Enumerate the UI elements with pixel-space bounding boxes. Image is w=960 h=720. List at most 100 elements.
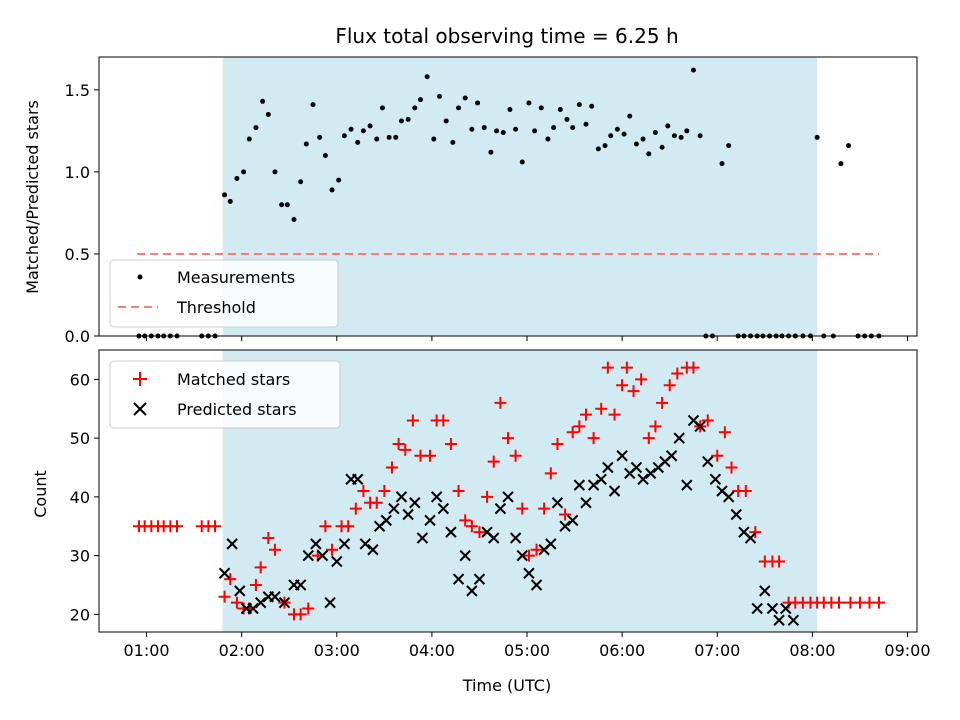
matched-star-point: [230, 596, 243, 609]
bot-y-tick-label: 60: [70, 370, 90, 389]
matched-star-point: [551, 438, 564, 450]
matched-star-point: [406, 414, 419, 427]
measurement-point: [678, 134, 684, 140]
predicted-star-point: [234, 585, 246, 597]
matched-star-point: [209, 520, 222, 533]
matched-star-point: [249, 579, 262, 591]
matched-star-points: [132, 361, 885, 621]
measurement-point: [665, 123, 671, 129]
matched-star-point: [725, 461, 738, 474]
measurement-point: [513, 126, 519, 132]
predicted-star-point: [294, 579, 307, 591]
predicted-star-point: [580, 497, 592, 509]
measurement-point: [538, 105, 544, 111]
predicted-star-point: [637, 473, 649, 485]
top-y-tick-label: 0.5: [65, 245, 90, 264]
matched-star-point: [616, 379, 629, 392]
measurement-point: [507, 107, 513, 113]
measurement-point: [621, 131, 627, 137]
predicted-star-point: [424, 514, 436, 527]
matched-star-point: [538, 502, 551, 515]
matched-star-point: [502, 432, 514, 445]
measurement-point: [234, 175, 240, 181]
measurement-point: [583, 121, 589, 127]
predicted-star-point: [787, 614, 800, 626]
measurement-point: [488, 149, 494, 155]
top-y-tick-label: 1.5: [65, 81, 90, 100]
legend-label-threshold: Threshold: [176, 298, 256, 317]
predicted-star-point: [516, 549, 528, 562]
measurement-point: [310, 102, 316, 108]
predicted-star-point: [616, 450, 628, 462]
matched-star-point: [749, 526, 762, 539]
measurement-point: [633, 141, 639, 147]
predicted-star-point: [573, 479, 586, 491]
measurement-point: [545, 136, 551, 142]
matched-star-point: [399, 443, 412, 456]
measurement-point: [222, 192, 228, 198]
predicted-star-point: [494, 502, 507, 515]
matched-star-point: [620, 361, 633, 374]
measurement-point: [341, 133, 347, 139]
matched-star-point: [566, 426, 579, 439]
matched-star-point: [494, 396, 507, 409]
measurement-point: [298, 179, 304, 185]
measurement-point: [719, 161, 725, 167]
matched-star-point: [459, 514, 472, 527]
predicted-star-point: [367, 544, 379, 556]
matched-star-point: [642, 432, 655, 445]
matched-star-point: [349, 502, 362, 515]
predicted-star-point: [473, 573, 486, 585]
top-panel: Flux total observing time = 6.25 h 0.00.…: [23, 24, 918, 346]
measurement-point: [317, 134, 323, 140]
matched-star-point: [473, 526, 486, 539]
x-tick-label: 01:00: [124, 641, 170, 660]
matched-star-point: [544, 467, 557, 480]
matched-star-point: [465, 520, 478, 533]
top-legend-box: [109, 259, 339, 328]
measurement-point: [443, 118, 449, 124]
predicted-star-point: [780, 602, 792, 615]
top-legend: Measurements Threshold: [109, 259, 339, 328]
matched-star-point: [452, 485, 465, 497]
predicted-star-point: [359, 538, 372, 550]
predicted-star-point: [331, 555, 343, 568]
matched-star-point: [444, 438, 457, 450]
measurement-point: [284, 202, 290, 208]
top-y-axis-label: Matched/Predicted stars: [23, 100, 42, 294]
measurement-point: [417, 97, 423, 103]
measurement-point: [246, 136, 252, 142]
predicted-star-point: [316, 549, 329, 562]
predicted-star-point: [587, 479, 600, 491]
matched-star-point: [711, 449, 724, 462]
measurement-point: [393, 134, 399, 140]
matched-star-point: [627, 385, 640, 398]
x-tick-label: 07:00: [694, 641, 740, 660]
top-axes-frame: [98, 56, 918, 337]
predicted-star-point: [445, 526, 457, 538]
matched-star-point: [671, 367, 684, 380]
predicted-star-point: [766, 602, 779, 615]
measurement-point: [412, 105, 418, 111]
matched-star-point: [635, 373, 648, 386]
predicted-star-point: [702, 455, 714, 468]
measurement-point: [690, 67, 696, 73]
bottom-panel: 01:00 02:00 03:00 04:00 05:00 06:00 07:00 08:00…: [31, 349, 931, 695]
measurement-point: [697, 133, 703, 139]
measurement-point: [279, 202, 285, 208]
bottom-y-axis-label: Count: [31, 470, 50, 518]
legend-label-measurements: Measurements: [177, 268, 295, 287]
matched-star-point: [319, 520, 332, 533]
predicted-star-point: [254, 596, 267, 609]
measurement-point: [589, 103, 595, 109]
matched-star-point: [302, 602, 315, 615]
measurement-point: [627, 113, 633, 119]
measurement-point: [424, 74, 430, 80]
measurement-point: [652, 129, 658, 135]
matched-star-point: [342, 520, 355, 533]
bottom-legend-box: [109, 360, 341, 429]
predicted-star-point: [523, 567, 535, 579]
predicted-star-point: [694, 420, 706, 433]
predicted-star-point: [269, 591, 281, 603]
